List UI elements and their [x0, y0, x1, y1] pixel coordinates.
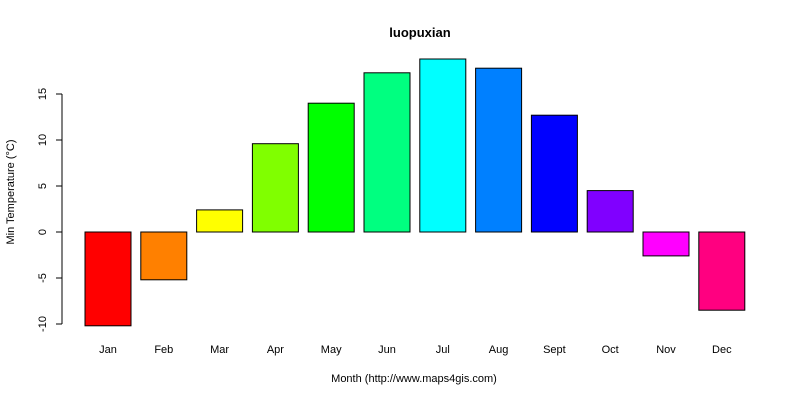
bar-may — [307, 102, 355, 233]
bar-apr — [251, 143, 299, 233]
y-tick-label: -5 — [37, 273, 49, 283]
x-tick-label: Jun — [378, 344, 396, 356]
bar-sept — [530, 114, 578, 233]
y-axis-label: Min Temperature (°C) — [5, 139, 17, 244]
x-tick-label: Jan — [99, 344, 117, 356]
x-tick-label: Dec — [712, 344, 732, 356]
y-tick-label: 0 — [37, 229, 49, 235]
bar-nov — [642, 231, 690, 257]
y-tick-label: 15 — [37, 88, 49, 100]
bars-group — [84, 58, 746, 327]
x-axis-label: Month (http://www.maps4gis.com) — [331, 373, 497, 385]
bar-oct — [586, 190, 634, 233]
chart-title: luopuxian — [389, 25, 450, 40]
x-tick-label: Sept — [543, 344, 566, 356]
bar-aug — [475, 67, 523, 233]
x-tick-label: Oct — [602, 344, 619, 356]
x-tick-label: Feb — [154, 344, 173, 356]
bar-jul — [419, 58, 467, 233]
bar-dec — [698, 231, 746, 311]
x-tick-label: Jul — [436, 344, 450, 356]
bar-feb — [140, 231, 188, 281]
y-tick-label: 5 — [37, 183, 49, 189]
x-tick-label: Apr — [267, 344, 284, 356]
bar-jan — [84, 231, 132, 327]
y-axis: -10 -5 0 5 10 15 — [37, 88, 63, 332]
x-tick-label: Mar — [210, 344, 229, 356]
x-tick-label: May — [321, 344, 342, 356]
y-tick-label: 10 — [37, 134, 49, 146]
x-tick-labels: Jan Feb Mar Apr May Jun Jul Aug Sept Oct Nov Dec — [99, 344, 732, 356]
x-tick-label: Aug — [489, 344, 509, 356]
y-tick-label: -10 — [37, 316, 49, 332]
x-tick-label: Nov — [656, 344, 676, 356]
bar-mar — [196, 209, 244, 233]
bar-jun — [363, 72, 411, 233]
